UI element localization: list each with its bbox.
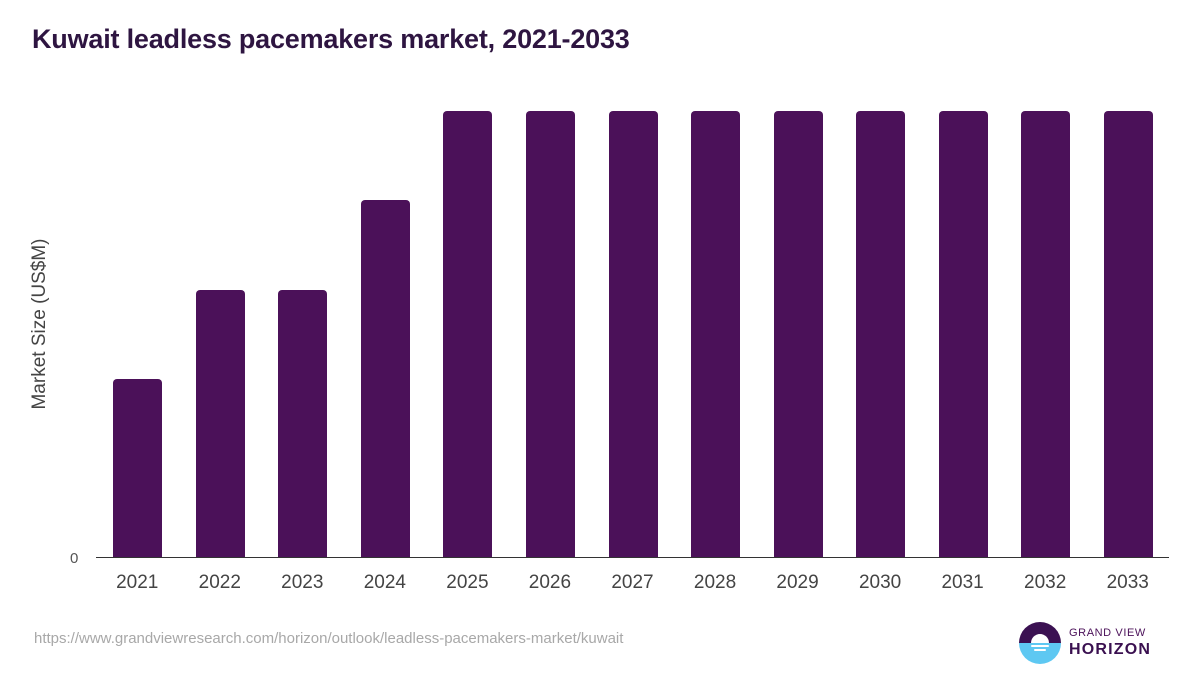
bar-2031[interactable] [938,111,988,558]
x-axis-label-2026: 2026 [528,572,572,593]
bar-2033[interactable] [1103,111,1153,558]
y-axis-zero-tick: 0 [70,550,79,567]
bar-2032[interactable] [1021,111,1071,558]
grand-view-horizon-logo[interactable]: GRAND VIEW HORIZON [1019,622,1151,664]
x-axis-label-2027: 2027 [611,572,654,593]
bar-2023[interactable] [278,289,328,558]
bar-2024[interactable] [360,200,410,558]
grand-view-horizon-logo-icon [1019,622,1061,664]
bar-2028[interactable] [691,111,741,558]
y-axis-label: Market Size (US$M) [29,238,50,410]
plot-area [96,60,1169,558]
logo-text-grand-view: GRAND VIEW [1069,627,1146,639]
x-axis-label-2025: 2025 [446,572,489,593]
x-axis-label-2031: 2031 [941,572,984,593]
x-axis-label-2028: 2028 [693,572,737,593]
logo-text-horizon: HORIZON [1069,641,1152,658]
bar-2029[interactable] [773,111,823,558]
x-axis-label-2029: 2029 [776,572,819,593]
x-axis-labels: 2021 2022 2023 2024 2025 2026 2027 2028 2029 2030… [96,572,1169,596]
x-axis-label-2021: 2021 [116,572,159,593]
x-axis-label-2032: 2032 [1024,572,1067,593]
x-axis-label-2033: 2033 [1106,572,1149,593]
chart-title: Kuwait leadless pacemakers market, 2021-… [32,24,630,54]
x-axis-label-2030: 2030 [858,572,902,593]
bar-2025[interactable] [443,111,493,558]
source-url[interactable]: https://www.grandviewresearch.com/horizo… [34,630,624,647]
x-axis-line [96,557,1169,558]
bar-2026[interactable] [525,111,575,558]
x-axis-label-2022: 2022 [198,572,241,593]
bar-2021[interactable] [113,379,163,558]
bar-2027[interactable] [608,111,658,558]
bar-2030[interactable] [856,111,906,558]
bar-2022[interactable] [195,289,245,558]
x-axis-label-2024: 2024 [363,572,406,593]
x-axis-label-2023: 2023 [281,572,324,593]
